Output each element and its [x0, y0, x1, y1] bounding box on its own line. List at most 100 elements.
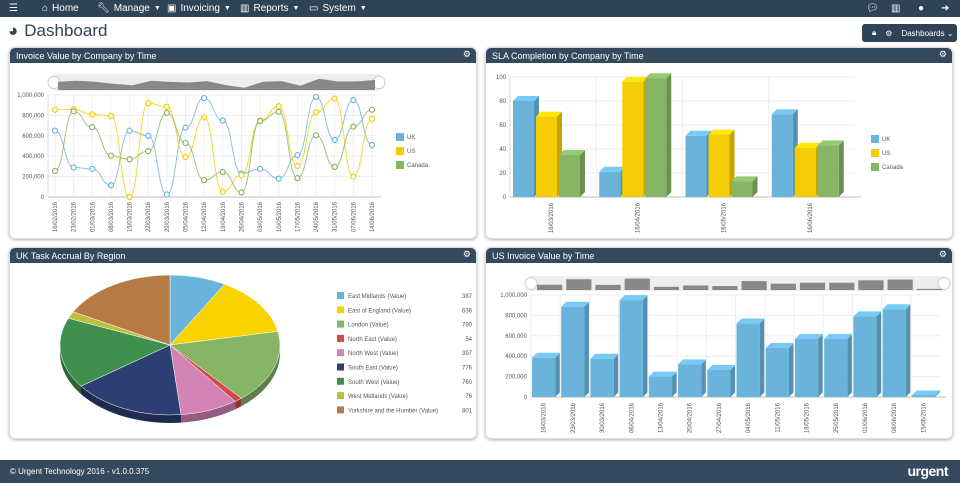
legend-value: 54	[465, 337, 472, 343]
bar	[731, 181, 753, 197]
bar-top	[817, 140, 844, 146]
bar-chart-icon: ▥	[240, 3, 250, 14]
x-tick-label: 16/06/2016	[808, 202, 814, 233]
nav-home[interactable]: ⌂ Home	[42, 3, 79, 14]
logout-icon[interactable]: ➜	[941, 3, 950, 14]
x-tick-label: 08/03/2016	[109, 201, 115, 232]
x-tick-label: 26/04/2016	[239, 201, 245, 232]
nav-manage[interactable]: 🔧︎ Manage ▼	[97, 3, 161, 14]
legend-swatch	[396, 147, 404, 155]
data-point	[219, 168, 226, 176]
data-point	[219, 188, 226, 195]
gear-icon[interactable]: ⚙	[462, 249, 471, 259]
nav-system[interactable]: ▭ System ▼	[309, 3, 367, 14]
bar	[708, 134, 730, 197]
data-point	[275, 103, 282, 110]
user-icon[interactable]: ●	[918, 3, 925, 14]
bar	[817, 145, 839, 197]
data-point	[145, 100, 152, 107]
legend-value: 776	[462, 366, 473, 372]
legend-label: London (Value)	[348, 323, 389, 329]
legend-label: US	[882, 151, 890, 157]
gear-icon[interactable]: ⚙	[938, 49, 947, 59]
pie-chart: East Midlands (Value) 387 East of England …	[59, 274, 473, 423]
x-tick-label: 16/03/2016	[542, 402, 548, 433]
data-point	[368, 141, 376, 149]
legend-value: 801	[462, 408, 473, 414]
gear-icon[interactable]: ⚙	[938, 249, 947, 259]
bar	[882, 309, 906, 397]
chat-icon[interactable]: 💬︎	[866, 3, 879, 14]
bar	[648, 376, 673, 397]
data-point	[219, 117, 226, 124]
data-point	[51, 106, 59, 113]
pie-panel: UK Task Accrual By Region ⚙ East Midlands…	[9, 247, 477, 439]
bar	[707, 369, 731, 397]
bar-top	[536, 111, 562, 117]
bar	[765, 348, 789, 397]
data-point	[89, 124, 96, 131]
data-point	[70, 164, 77, 171]
bar-side	[580, 150, 585, 197]
gear-icon[interactable]: ⚙	[885, 28, 893, 38]
lock-icon[interactable]: 🔒︎	[872, 28, 877, 37]
x-tick-label: 23/03/2016	[571, 402, 577, 433]
bar-side	[838, 140, 844, 197]
data-point	[126, 156, 133, 163]
data-point	[182, 124, 189, 131]
bar-chart: 0 200,000 400,000 600,000 800,000 1,000,000 16…	[500, 276, 951, 433]
menu-toggle-icon[interactable]: ☰	[9, 3, 18, 14]
nav-reports[interactable]: ▥ Reports ▼	[240, 3, 300, 14]
bar	[622, 81, 644, 197]
navigator-handle[interactable]	[524, 277, 538, 290]
data-point	[107, 152, 115, 159]
bar	[736, 323, 760, 397]
home-icon: ⌂	[42, 3, 49, 14]
x-tick-label: 31/05/2016	[333, 201, 339, 232]
bar-side	[666, 73, 672, 197]
x-tick-label: 07/06/2016	[351, 201, 357, 232]
dashboards-dropdown[interactable]: Dashboards ⌄	[901, 28, 954, 38]
bar	[794, 338, 819, 397]
bar	[559, 155, 580, 197]
y-tick-label: 800,000	[22, 113, 44, 119]
bar-top	[599, 166, 626, 172]
nav-invoicing[interactable]: ▣ Invoicing ▼	[167, 3, 231, 14]
data-point	[294, 175, 301, 182]
bar	[599, 171, 621, 197]
gear-icon[interactable]: ⚙	[462, 49, 471, 59]
caret-down-icon: ▼	[223, 5, 231, 12]
x-tick-label: 20/04/2016	[688, 402, 694, 433]
legend-swatch	[337, 320, 344, 328]
data-point	[163, 109, 170, 116]
y-tick-label: 200,000	[22, 175, 44, 181]
navigator-handle[interactable]	[937, 277, 951, 290]
bar-top	[765, 343, 794, 349]
y-tick-label: 40	[499, 147, 506, 153]
legend-swatch	[337, 392, 344, 400]
navigator-bar	[858, 280, 884, 290]
x-tick-label: 06/04/2016	[629, 402, 635, 433]
legend-value: 760	[462, 380, 473, 386]
x-tick-label: 13/04/2016	[658, 402, 664, 433]
navigator-bar	[916, 288, 942, 290]
data-point	[368, 115, 376, 123]
legend-value: 636	[462, 308, 473, 314]
bar-side	[905, 304, 911, 397]
x-tick-label: 17/05/2016	[295, 201, 301, 232]
x-tick-label: 01/06/2016	[863, 402, 869, 433]
bar-side	[584, 301, 590, 397]
legend-swatch	[396, 161, 404, 169]
pie-slice-side	[60, 345, 82, 395]
x-tick-label: 16/03/2016	[549, 202, 555, 233]
navigator-bar	[537, 284, 563, 290]
data-point	[312, 132, 320, 139]
navigator-bar	[770, 283, 796, 290]
x-tick-label: 15/06/2016	[921, 402, 927, 433]
bar-chart-icon[interactable]: ▥	[891, 3, 901, 14]
legend-swatch	[337, 349, 344, 357]
caret-down-icon: ▼	[292, 5, 300, 12]
data-point	[350, 173, 357, 180]
bar-side	[555, 352, 561, 397]
monitor-icon: ▭	[309, 3, 319, 14]
